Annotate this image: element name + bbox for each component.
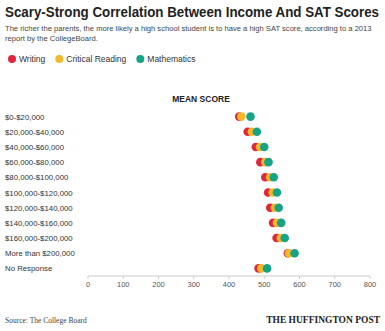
dot bbox=[246, 112, 255, 121]
subtitle: The richer the parents, the more likely … bbox=[5, 24, 372, 43]
category-label: $120,000-$140,000 bbox=[5, 204, 73, 213]
category-label: $40,000-$60,000 bbox=[5, 143, 65, 152]
axis-title: MEAN SCORE bbox=[172, 94, 230, 104]
tick-label: 800 bbox=[364, 280, 377, 289]
tick-label: 700 bbox=[328, 280, 341, 289]
legend-swatch bbox=[136, 55, 144, 63]
plot-area bbox=[235, 112, 299, 272]
category-label: $140,000-$160,000 bbox=[5, 219, 73, 228]
tick-label: 600 bbox=[293, 280, 306, 289]
category-label: $20,000-$40,000 bbox=[5, 128, 65, 137]
tick bbox=[264, 276, 265, 279]
legend-label: Writing bbox=[19, 54, 46, 64]
category-label: $60,000-$80,000 bbox=[5, 158, 65, 167]
tick bbox=[158, 276, 159, 279]
chart: Scary-Strong Correlation Between Income … bbox=[0, 0, 385, 331]
dot bbox=[277, 219, 286, 228]
category-label: $100,000-$120,000 bbox=[5, 189, 73, 198]
tick-label: 500 bbox=[258, 280, 271, 289]
tick-label: 300 bbox=[187, 280, 200, 289]
tick bbox=[370, 276, 371, 279]
publisher: THE HUFFINGTON POST bbox=[266, 315, 381, 325]
legend-swatch bbox=[55, 55, 63, 63]
category-label: More than $200,000 bbox=[5, 249, 75, 258]
dot bbox=[260, 143, 269, 152]
tick-label: 200 bbox=[152, 280, 165, 289]
dot bbox=[290, 249, 299, 258]
legend-swatch bbox=[8, 55, 16, 63]
dot bbox=[280, 234, 289, 243]
tick bbox=[229, 276, 230, 279]
dot bbox=[253, 127, 262, 136]
tick bbox=[334, 276, 335, 279]
tick-label: 100 bbox=[117, 280, 130, 289]
tick-label: 400 bbox=[223, 280, 236, 289]
tick-label: 0 bbox=[86, 280, 90, 289]
dot bbox=[237, 112, 246, 121]
legend-label: Mathematics bbox=[147, 54, 195, 64]
tick bbox=[88, 276, 89, 279]
dot bbox=[269, 173, 278, 182]
source: Source: The College Board bbox=[5, 316, 87, 325]
dot bbox=[263, 264, 272, 273]
dot bbox=[274, 203, 283, 212]
tick bbox=[123, 276, 124, 279]
tick bbox=[193, 276, 194, 279]
tick bbox=[299, 276, 300, 279]
category-label: $0-$20,000 bbox=[5, 113, 45, 122]
dot bbox=[273, 188, 282, 197]
dot bbox=[264, 158, 273, 167]
legend-label: Critical Reading bbox=[66, 54, 126, 64]
category-label: $80,000-$100,000 bbox=[5, 173, 69, 182]
category-label: $160,000-$200,000 bbox=[5, 234, 73, 243]
category-label: No Response bbox=[5, 264, 52, 273]
title: Scary-Strong Correlation Between Income … bbox=[5, 4, 379, 20]
